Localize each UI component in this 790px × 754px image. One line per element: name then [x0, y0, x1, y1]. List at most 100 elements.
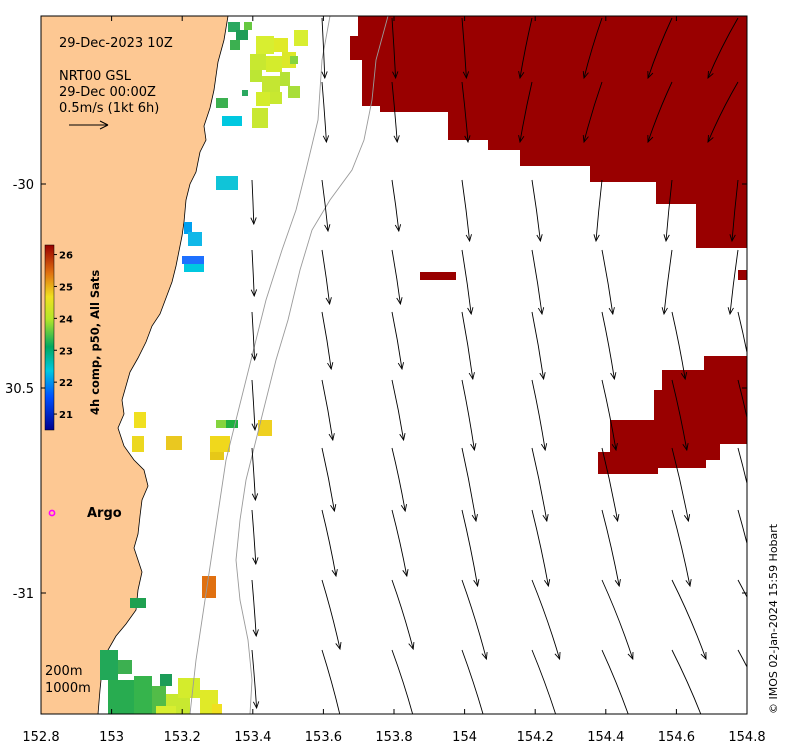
sst-pixel	[228, 22, 240, 32]
current-arrow	[321, 81, 330, 144]
current-arrow	[391, 179, 402, 233]
colorbar-ticks: 26 25 24 23 22 21	[54, 251, 73, 421]
sst-pixel	[216, 98, 228, 108]
sst-pixel	[118, 660, 132, 674]
current-arrow	[647, 17, 673, 80]
land-mass	[41, 16, 229, 714]
current-arrow	[391, 447, 407, 513]
current-arrow	[593, 179, 603, 243]
x-tick-label: 153.6	[305, 730, 342, 745]
current-arrow	[647, 81, 673, 144]
sst-pixel	[290, 56, 298, 64]
current-arrow	[531, 179, 543, 243]
current-arrow	[707, 17, 739, 80]
current-arrow	[321, 311, 334, 371]
sst-pixel	[274, 38, 288, 52]
y-tick-label: -30	[13, 178, 34, 193]
current-arrow	[531, 509, 551, 588]
current-arrow	[582, 17, 603, 80]
sst-pixel	[184, 222, 192, 234]
current-arrow	[461, 17, 470, 80]
current-vectors	[250, 17, 747, 714]
colorbar-tick-label: 25	[59, 282, 73, 293]
sst-pixel	[262, 76, 280, 94]
current-arrow	[321, 447, 337, 513]
sst-pixel	[226, 420, 238, 428]
sst-pixel	[130, 598, 146, 608]
sst-pixel	[212, 704, 222, 714]
current-arrow	[727, 249, 739, 316]
current-arrow	[391, 311, 405, 371]
sst-pixels	[100, 22, 308, 714]
current-arrow	[461, 249, 474, 316]
current-arrow	[391, 249, 403, 306]
current-arrow	[391, 17, 399, 80]
x-tick-label: 154.8	[728, 730, 765, 745]
argo-label: Argo	[87, 506, 122, 521]
sst-pixel	[236, 30, 248, 40]
sst-pixel	[160, 674, 172, 686]
sst-pixel	[216, 420, 230, 428]
current-arrow	[737, 311, 747, 355]
sst-pixel	[156, 706, 176, 714]
contour-label-1000m: 1000m	[45, 681, 91, 696]
sst-pixel	[244, 22, 252, 30]
x-tick-label: 153.4	[234, 730, 271, 745]
current-arrow	[531, 649, 557, 714]
colorbar	[44, 244, 55, 431]
sst-pixel	[270, 92, 282, 104]
current-arrow	[251, 379, 258, 432]
x-tick-label: 154.6	[658, 730, 695, 745]
sst-pixel	[210, 436, 230, 452]
sst-pixel	[256, 36, 274, 54]
current-arrow	[251, 579, 259, 638]
current-arrow	[251, 649, 260, 710]
current-arrow	[321, 509, 338, 578]
current-arrow	[671, 311, 688, 381]
current-arrow	[671, 579, 707, 661]
scale-arrow	[69, 120, 109, 130]
sst-pixel	[182, 256, 204, 264]
x-tick-label: 152.8	[22, 730, 59, 745]
colorbar-tick-label: 26	[59, 251, 73, 262]
contour-1000m	[235, 16, 389, 714]
sst-pixel	[202, 576, 216, 598]
current-arrow	[737, 509, 747, 546]
product-time: 29-Dec 00:00Z	[59, 85, 156, 100]
current-arrow	[518, 17, 533, 80]
sst-pixel	[134, 412, 146, 428]
sst-pixel	[184, 264, 204, 272]
current-arrow	[582, 81, 603, 144]
current-arrow	[531, 379, 548, 452]
x-tick-label: 153	[99, 730, 124, 745]
current-arrow	[391, 579, 415, 651]
current-arrow	[601, 249, 615, 316]
current-arrow	[391, 379, 406, 442]
colorbar-tick-label: 23	[59, 346, 73, 357]
current-arrow	[461, 311, 475, 381]
sst-pixel	[178, 678, 200, 698]
contour-200m	[189, 16, 331, 714]
sst-pixel	[280, 72, 290, 86]
sst-pixel	[166, 436, 182, 450]
current-arrow	[737, 379, 747, 420]
current-arrow	[321, 249, 332, 306]
sst-pixel	[250, 54, 266, 70]
current-arrow	[321, 179, 331, 233]
sst-pixel	[210, 452, 224, 460]
current-arrow	[601, 649, 629, 714]
imos-credit: © IMOS 02-Jan-2024 15:59 Hobart	[767, 523, 780, 714]
sst-pixel	[266, 56, 282, 72]
current-arrow	[321, 579, 342, 651]
current-arrow	[671, 509, 692, 588]
current-arrow	[671, 379, 689, 452]
current-arrow	[737, 447, 747, 486]
current-arrow	[601, 509, 621, 588]
current-arrow	[321, 649, 341, 714]
product-name: NRT00 GSL	[59, 69, 132, 84]
warm-sst-region	[738, 270, 747, 280]
sst-pixel	[222, 116, 242, 126]
sst-pixel	[256, 92, 270, 106]
current-arrow	[391, 509, 409, 578]
